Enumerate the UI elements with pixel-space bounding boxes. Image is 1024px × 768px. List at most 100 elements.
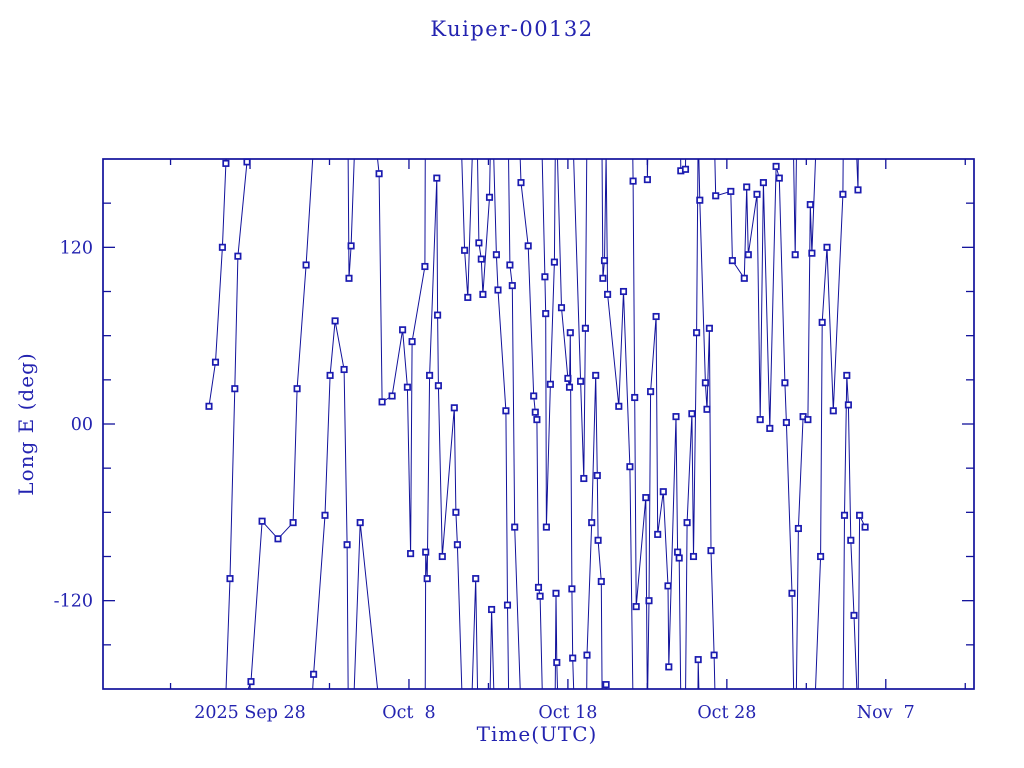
data-point-marker	[452, 508, 460, 516]
data-point-marker	[231, 385, 239, 393]
data-point-marker	[743, 183, 751, 191]
data-point-marker	[843, 371, 851, 379]
data-point-marker	[772, 162, 780, 170]
data-point-marker	[594, 536, 602, 544]
data-point-marker	[642, 494, 650, 502]
data-point-marker	[705, 324, 713, 332]
data-point-marker	[808, 249, 816, 257]
data-point-marker	[728, 257, 736, 265]
data-point-marker	[508, 282, 516, 290]
data-point-marker	[707, 547, 715, 555]
series-line	[632, 159, 859, 689]
data-point-marker	[850, 611, 858, 619]
tick-labels: 2025 Sep 28 Oct 8 Oct 18 Oct 28 Nov 7 120 00 -1…	[54, 238, 915, 723]
data-point-marker	[243, 158, 251, 166]
data-point-marker	[289, 519, 297, 527]
data-point-marker	[407, 550, 415, 558]
data-point-marker	[688, 410, 696, 418]
data-point-marker	[421, 262, 429, 271]
data-point-marker	[766, 424, 774, 432]
data-point-marker	[464, 293, 472, 301]
x-tick-label: Oct 8	[382, 703, 435, 723]
data-point-marker	[211, 358, 220, 366]
data-point-marker	[530, 392, 538, 400]
data-point-marker	[839, 190, 847, 198]
data-point-marker	[818, 318, 826, 326]
data-point-marker	[696, 196, 704, 204]
data-point-marker	[753, 190, 761, 198]
data-point-marker	[488, 605, 496, 614]
data-point-marker	[629, 177, 637, 185]
data-point-marker	[503, 601, 512, 609]
data-point-marker	[524, 242, 532, 250]
data-point-marker	[340, 365, 348, 374]
data-point-marker	[502, 407, 510, 415]
data-point-marker	[794, 524, 802, 533]
data-point-marker	[331, 317, 339, 325]
data-point-marker	[356, 519, 364, 527]
data-point-marker	[856, 511, 864, 519]
data-point-marker	[546, 380, 554, 388]
data-point-marker	[829, 407, 837, 415]
x-tick-label: Oct 18	[538, 703, 597, 723]
axes	[102, 158, 975, 690]
data-point-marker	[234, 252, 242, 260]
data-point-marker	[226, 575, 234, 583]
data-point-marker	[408, 338, 416, 346]
data-point-marker	[378, 398, 386, 406]
data-point-marker	[450, 404, 458, 412]
data-point-marker	[310, 670, 318, 678]
data-point-marker	[775, 174, 783, 182]
data-point-marker	[326, 371, 334, 379]
data-point-marker	[703, 405, 711, 413]
data-point-marker	[274, 535, 282, 543]
data-point-marker	[675, 554, 683, 562]
data-point-marker	[592, 371, 600, 379]
data-point-marker	[434, 382, 442, 390]
data-point-marker	[844, 401, 852, 409]
data-point-marker	[345, 274, 353, 282]
data-point-marker	[652, 312, 660, 321]
data-point-marker	[782, 418, 790, 427]
series-line	[225, 159, 521, 689]
x-tick-label: Oct 28	[697, 703, 756, 723]
data-point-marker	[461, 246, 469, 254]
data-point-marker	[403, 383, 411, 391]
data-point-marker	[643, 176, 651, 184]
data-point-marker	[485, 193, 494, 201]
y-tick-label: 120	[60, 238, 93, 258]
data-point-marker	[531, 408, 539, 416]
data-point-marker	[492, 251, 500, 259]
data-point-marker	[422, 548, 430, 556]
data-point-marker	[388, 392, 396, 400]
data-point-marker	[552, 589, 560, 597]
data-point-marker	[615, 402, 623, 410]
data-point-marker	[631, 393, 639, 402]
data-point-marker	[823, 243, 831, 251]
data-point-marker	[740, 274, 748, 282]
data-point-marker	[506, 261, 514, 269]
data-point-marker	[583, 651, 591, 659]
data-point-marker	[710, 651, 718, 659]
data-point-marker	[588, 519, 596, 527]
data-point-marker	[218, 243, 226, 251]
data-point-marker	[701, 379, 709, 387]
data-point-marker	[553, 658, 561, 667]
data-point-marker	[693, 329, 701, 337]
data-point-marker	[343, 541, 351, 549]
data-point-marker	[681, 165, 690, 173]
data-point-marker	[593, 471, 601, 480]
y-tick-label: 00	[71, 415, 93, 435]
data-point-marker	[600, 257, 609, 265]
data-point-marker	[347, 242, 355, 250]
data-point-marker	[804, 416, 812, 424]
series-line	[541, 159, 607, 689]
series-line	[247, 159, 510, 689]
data-point-marker	[683, 519, 691, 527]
data-point-marker	[727, 187, 735, 195]
data-point-marker	[475, 239, 483, 247]
data-point-marker	[647, 388, 655, 396]
data-point-marker	[759, 179, 767, 187]
data-point-marker	[580, 474, 588, 483]
